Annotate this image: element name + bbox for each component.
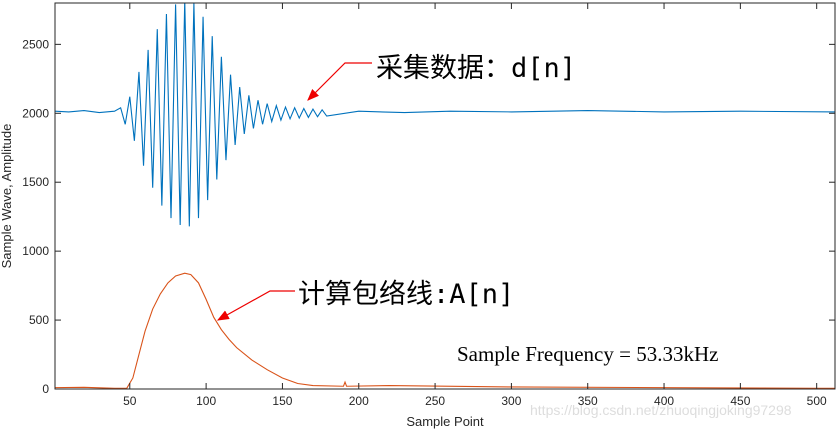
arrow — [307, 62, 372, 101]
arrow — [216, 290, 295, 321]
y-tick-label: 1500 — [22, 175, 49, 189]
y-tick-label: 2500 — [22, 37, 49, 51]
x-tick-label: 150 — [272, 394, 292, 408]
x-axis-label: Sample Point — [406, 414, 484, 429]
x-tick-label: 100 — [196, 394, 216, 408]
annotation: 计算包络线:A[n] — [298, 279, 514, 310]
x-tick-label: 200 — [349, 394, 369, 408]
plot-area — [55, 3, 835, 389]
y-tick-label: 500 — [29, 313, 49, 327]
annotation: Sample Frequency = 53.33kHz — [457, 342, 718, 366]
watermark: https://blog.csdn.net/zhuoqingjoking9729… — [530, 402, 792, 418]
axes-box — [54, 2, 836, 390]
x-tick-label: 450 — [730, 394, 750, 408]
x-tick-label: 400 — [654, 394, 674, 408]
x-tick-label: 300 — [501, 394, 521, 408]
y-tick-label: 2000 — [22, 106, 49, 120]
y-axis-label: Sample Wave, Amplitude — [0, 124, 14, 269]
y-tick-label: 0 — [42, 382, 49, 396]
x-tick-label: 50 — [123, 394, 137, 408]
x-tick-label: 250 — [425, 394, 445, 408]
x-tick-label: 350 — [578, 394, 598, 408]
line-series — [55, 272, 835, 389]
y-tick-label: 1000 — [22, 244, 49, 258]
line-series — [55, 3, 835, 227]
x-tick-label: 500 — [807, 394, 827, 408]
annotation: 采集数据：d[n] — [376, 53, 576, 84]
